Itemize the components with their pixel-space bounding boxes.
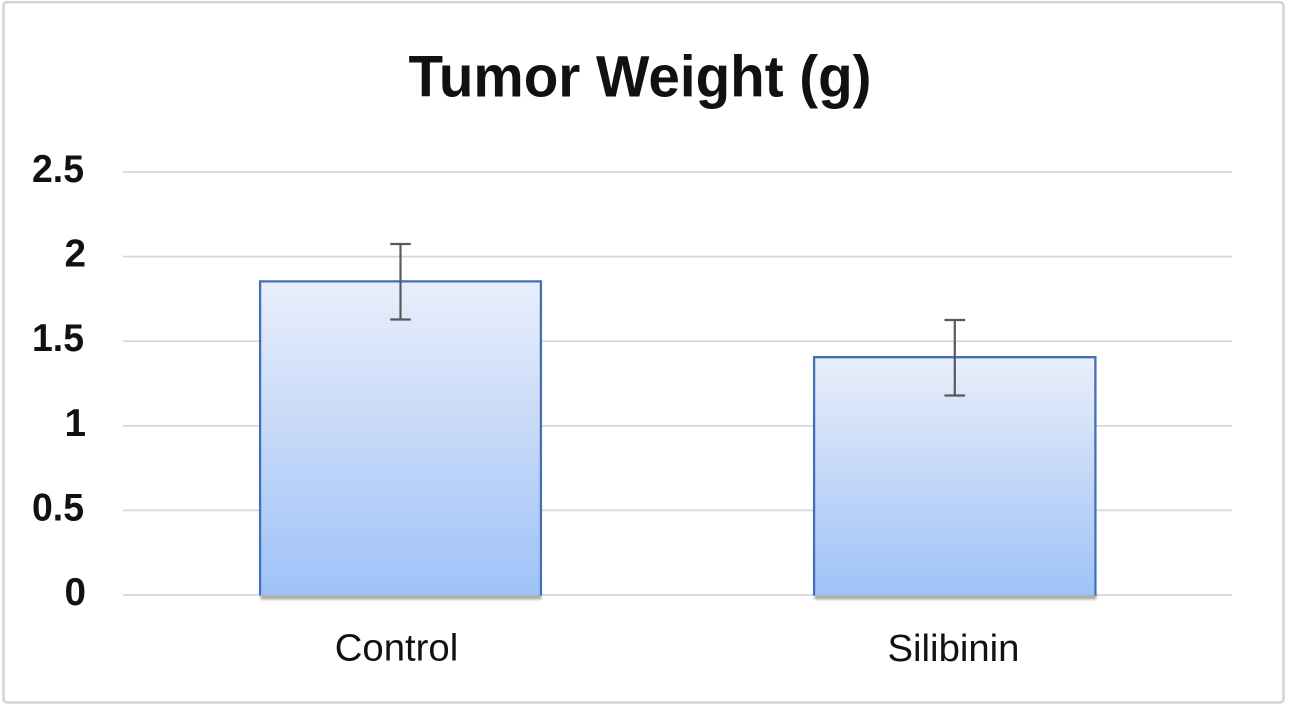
svg-text:2: 2	[64, 233, 86, 276]
svg-text:0: 0	[64, 571, 86, 614]
svg-text:Tumor Weight (g): Tumor Weight (g)	[409, 45, 872, 110]
svg-text:2.5: 2.5	[32, 148, 84, 191]
svg-text:1: 1	[64, 402, 86, 445]
svg-text:1.5: 1.5	[32, 317, 84, 360]
svg-text:Control: Control	[335, 626, 458, 669]
svg-text:0.5: 0.5	[32, 486, 84, 529]
svg-text:Silibinin: Silibinin	[888, 627, 1020, 670]
